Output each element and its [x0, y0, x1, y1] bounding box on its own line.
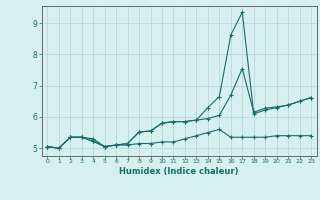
- X-axis label: Humidex (Indice chaleur): Humidex (Indice chaleur): [119, 167, 239, 176]
